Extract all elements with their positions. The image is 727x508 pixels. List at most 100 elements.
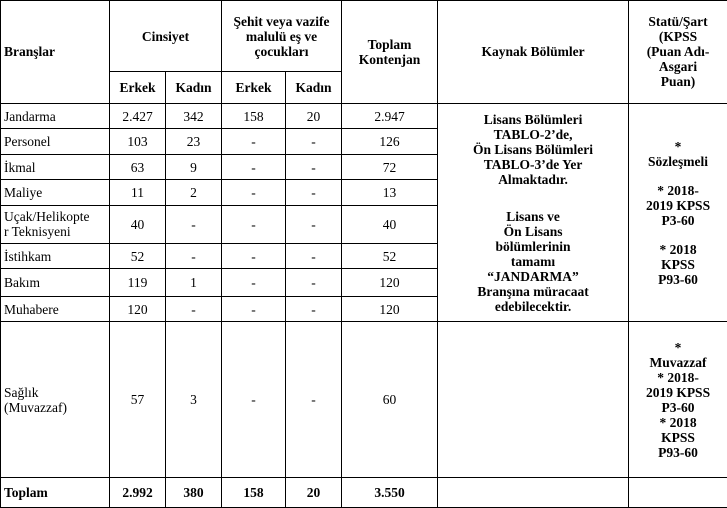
- brans-cell: Maliye: [0, 179, 110, 206]
- header-branslar: Branşlar: [0, 0, 110, 104]
- header-toplam-line: Kontenjan: [358, 51, 421, 67]
- statu-line: P3-60: [661, 212, 695, 228]
- sehit-kadin-cell: -: [284, 204, 343, 244]
- statu-line: * 2018-: [657, 182, 699, 198]
- header-statu-line: Statü/Şart: [648, 14, 708, 30]
- header-sehit-line: çocukları: [254, 43, 309, 59]
- kaynak-line: edebilecektir.: [494, 298, 572, 314]
- kadin-cell: 2: [165, 179, 222, 206]
- table-row: Bakım 119 1 - - 120: [0, 268, 727, 297]
- erkek-cell: 40: [109, 204, 166, 244]
- sehit-kadin-cell: -: [284, 128, 343, 155]
- header-kaynak-bolumler: Kaynak Bölümler: [437, 0, 630, 104]
- kadin-cell: -: [165, 295, 222, 323]
- table-row: Maliye 11 2 - - 13: [0, 179, 727, 206]
- sehit-erkek-cell: -: [221, 204, 286, 244]
- header-sehit-erkek: Erkek: [221, 71, 286, 104]
- toplam-cell: 60: [341, 321, 439, 479]
- table-row: Jandarma 2.427 342 158 20 2.947 Lisans B…: [0, 102, 727, 323]
- brans-line: (Muvazzaf): [4, 399, 67, 415]
- statu-sozlesmeli-cell: * Sözleşmeli * 2018- 2019 KPSS P3-60 * 2…: [628, 102, 727, 323]
- toplam-cell: 72: [341, 153, 439, 181]
- brans-cell: Personel: [0, 128, 110, 155]
- erkek-cell: 120: [109, 295, 166, 323]
- erkek-cell: 2.427: [109, 102, 166, 130]
- header-row-1: Branşlar Cinsiyet Şehit veya vazife malu…: [0, 0, 727, 104]
- brans-cell: Sağlık (Muvazzaf): [0, 321, 110, 479]
- kadin-cell: 3: [165, 321, 222, 479]
- erkek-cell: 52: [109, 242, 166, 270]
- total-label: Toplam: [0, 477, 110, 508]
- statu-line: * 2018-: [657, 369, 699, 385]
- total-kaynak-empty: [437, 477, 630, 508]
- table-row: Uçak/Helikopte r Teknisyeni 40 - - - 40: [0, 204, 727, 244]
- kaynak-line: Lisans Bölümleri: [483, 111, 583, 127]
- total-row: Toplam 2.992 380 158 20 3.550: [0, 477, 727, 508]
- sehit-kadin-cell: -: [284, 268, 343, 297]
- statu-line: * 2018: [659, 241, 697, 257]
- sehit-erkek-cell: 158: [221, 102, 286, 130]
- kaynak-line: TABLO-3’de Yer: [483, 156, 583, 172]
- sehit-erkek-cell: -: [221, 153, 286, 181]
- sehit-kadin-cell: 20: [284, 102, 343, 130]
- brans-line: Uçak/Helikopte: [4, 209, 90, 225]
- total-kadin: 380: [165, 477, 222, 508]
- sehit-erkek-cell: -: [221, 179, 286, 206]
- sehit-kadin-cell: -: [284, 179, 343, 206]
- toplam-cell: 2.947: [341, 102, 439, 130]
- kaynak-line: bölümlerinin: [495, 238, 571, 254]
- sehit-erkek-cell: -: [221, 321, 286, 479]
- kaynak-line: Lisans ve: [506, 208, 560, 224]
- statu-line: Sözleşmeli: [648, 153, 709, 169]
- header-row-2: Erkek Kadın Erkek Kadın: [1, 71, 727, 104]
- kaynak-line: Almaktadır.: [498, 171, 568, 187]
- toplam-cell: 120: [341, 268, 439, 297]
- total-toplam: 3.550: [341, 477, 439, 508]
- total-sehit-erkek: 158: [221, 477, 286, 508]
- header-sehit: Şehit veya vazife malulü eş ve çocukları: [220, 0, 343, 73]
- sehit-erkek-cell: -: [221, 128, 286, 155]
- kaynak-line: tamamı: [510, 253, 556, 269]
- table-row: İstihkam 52 - - - 52: [0, 242, 727, 270]
- sehit-kadin-cell: -: [284, 321, 343, 479]
- statu-line: * 2018: [659, 414, 697, 430]
- header-toplam-line: Toplam: [367, 36, 412, 52]
- header-toplam-kontenjan: Toplam Kontenjan: [341, 0, 439, 104]
- statu-spacer: [632, 169, 724, 183]
- total-sehit-kadin: 20: [284, 477, 343, 508]
- kadin-cell: 9: [165, 153, 222, 181]
- statu-line: P93-60: [658, 444, 698, 460]
- brans-line: r Teknisyeni: [4, 224, 71, 240]
- erkek-cell: 57: [109, 321, 166, 479]
- header-cinsiyet: Cinsiyet: [109, 0, 222, 73]
- header-sehit-line: malulü eş ve: [245, 28, 318, 44]
- brans-line: Sağlık: [4, 384, 39, 400]
- brans-cell: Jandarma: [0, 102, 110, 130]
- table-row: Sağlık (Muvazzaf) 57 3 - - 60 * Muvazzaf…: [0, 321, 727, 479]
- kadin-cell: -: [165, 242, 222, 270]
- statu-line: KPSS: [661, 429, 695, 445]
- header-statu-line: (KPSS: [658, 29, 698, 45]
- erkek-cell: 103: [109, 128, 166, 155]
- statu-muvazzaf-cell: * Muvazzaf * 2018- 2019 KPSS P3-60 * 201…: [628, 321, 727, 479]
- brans-cell: Muhabere: [0, 295, 110, 323]
- toplam-cell: 120: [341, 295, 439, 323]
- header-sehit-line: Şehit veya vazife: [233, 13, 330, 29]
- erkek-cell: 63: [109, 153, 166, 181]
- kaynak-line: TABLO-2’de,: [493, 126, 573, 142]
- statu-line: *: [674, 339, 682, 355]
- statu-line: P93-60: [658, 271, 698, 287]
- statu-line: Muvazzaf: [649, 354, 707, 370]
- kaynak-line: “JANDARMA”: [487, 268, 579, 284]
- brans-cell: İkmal: [0, 153, 110, 181]
- sehit-erkek-cell: -: [221, 268, 286, 297]
- toplam-cell: 40: [341, 204, 439, 244]
- statu-line: P3-60: [661, 399, 695, 415]
- header-statu: Statü/Şart (KPSS (Puan Adı- Asgari Puan): [628, 0, 727, 104]
- statu-line: 2019 KPSS: [645, 197, 711, 213]
- kaynak-line: Branşına müracaat: [477, 283, 589, 299]
- header-statu-line: (Puan Adı-: [646, 44, 710, 60]
- table-row: Muhabere 120 - - - 120: [0, 295, 727, 323]
